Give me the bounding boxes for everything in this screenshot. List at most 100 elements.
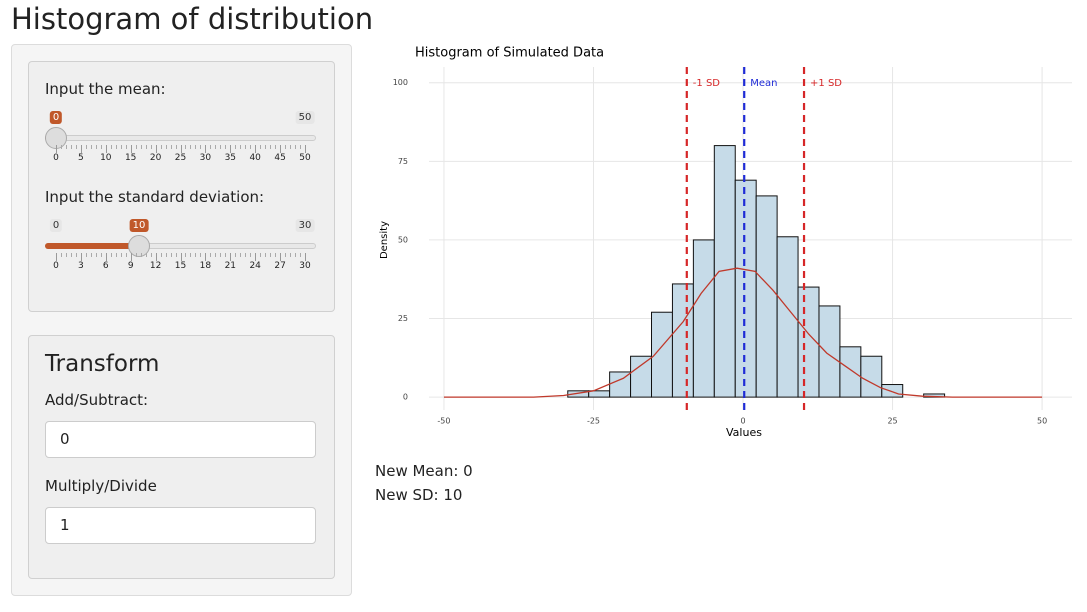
x-tick-label: -50 [437,417,450,426]
slider-minor-tick [265,145,267,149]
y-tick-label: 100 [393,78,408,87]
slider-minor-tick [125,253,127,257]
slider-tick-label: 15 [174,261,187,271]
slider-track [45,135,316,141]
slider-tick-label: 0 [53,261,59,271]
slider-tick [280,145,282,153]
slider-minor-tick [125,145,127,149]
chart: Histogram of Simulated Data Values Densi… [379,46,1072,439]
slider-minor-tick [285,253,287,257]
slider-tick-label: 12 [149,261,162,271]
slider-tick-label: 50 [299,153,311,163]
slider-minor-tick [200,145,202,149]
slider-label: Input the mean: [45,80,166,98]
slider-tick [155,253,157,261]
slider-tick-label: 6 [102,261,109,271]
slider-minor-tick [170,145,172,149]
reference-label: -1 SD [693,78,720,89]
bar [588,390,611,398]
slider-tick [180,253,182,261]
slider-minor-tick [220,253,222,257]
slider-minor-tick [290,145,292,149]
slider-tick [105,145,107,153]
slider-tick-label: 3 [78,261,84,271]
slider-tick-label: 30 [199,153,212,163]
slider-tick-label: 15 [124,153,137,163]
multiply-label: Multiply/Divide [45,477,157,495]
slider-tick [180,145,182,153]
slider-tick-label: 35 [224,153,237,163]
slider-tick-label: 30 [299,261,311,271]
slider-minor-tick [250,145,252,149]
x-axis-title: Values [726,426,762,439]
slider-tick [56,253,57,261]
slider-minor-tick [240,253,242,257]
bar [734,179,757,398]
slider-handle[interactable] [128,235,150,257]
bar [630,355,653,398]
slider-tick-label: 9 [127,261,134,271]
add-input[interactable]: 0 [45,421,316,458]
slider-minor-tick [185,145,187,149]
sd-output: New SD: 10 [375,486,463,504]
multiply-input[interactable]: 1 [45,507,316,544]
slider-tick [205,145,207,153]
slider-tick [80,145,82,153]
slider-tick [56,145,57,153]
slider-minor-tick [190,253,192,257]
y-axis-title: Density [379,221,390,259]
slider-minor-tick [275,145,277,149]
slider-minor-tick [100,145,102,149]
slider-minor-tick [240,145,242,149]
slider-tick [80,253,82,261]
slider-tick-label: 24 [249,261,261,271]
slider-minor-tick [65,145,67,149]
y-tick-label: 0 [403,393,408,402]
slider-tick [230,145,232,153]
slider-tick-label: 27 [274,261,286,271]
slider-minor-tick [160,145,162,149]
slider-tick [305,253,306,261]
reference-label: Mean [750,78,777,89]
slider-tick-label: 0 [53,153,59,163]
slider-minor-tick [170,253,172,257]
y-tick-label: 25 [398,314,408,323]
slider-minor-tick [140,253,142,257]
add-label: Add/Subtract: [45,391,149,409]
slider-tick [105,253,107,261]
slider-minor-tick [270,145,272,149]
slider-tick [130,253,132,261]
slider-minor-tick [115,145,117,149]
slider-minor-tick [295,253,297,257]
slider-minor-tick [295,145,297,149]
bar [755,195,778,398]
slider-minor-tick [145,145,147,149]
slider-minor-tick [95,145,97,149]
slider-minor-tick [120,253,122,257]
bar [692,239,715,398]
slider-value: 0 [49,111,63,124]
slider-minor-tick [160,253,162,257]
slider-fill [45,243,139,249]
slider-minor-tick [120,145,122,149]
x-tick-label: -25 [587,417,600,426]
slider-min: 0 [49,219,63,232]
slider-minor-tick [195,145,197,149]
slider-minor-tick [140,145,142,149]
slider-minor-tick [265,253,267,257]
slider-minor-tick [115,253,117,257]
slider-minor-tick [75,253,77,257]
bar [818,305,841,398]
slider-minor-tick [135,145,137,149]
y-tick-label: 50 [398,235,408,244]
page-title: Histogram of distribution [11,2,374,36]
slider-minor-tick [165,145,167,149]
slider-minor-tick [70,145,72,149]
slider-tick-label: 5 [78,153,84,163]
slider-max: 50 [295,111,315,124]
x-tick-label: 50 [1037,417,1047,426]
slider-tick [205,253,207,261]
slider-tick-label: 40 [249,153,261,163]
density-curve [443,267,1043,398]
